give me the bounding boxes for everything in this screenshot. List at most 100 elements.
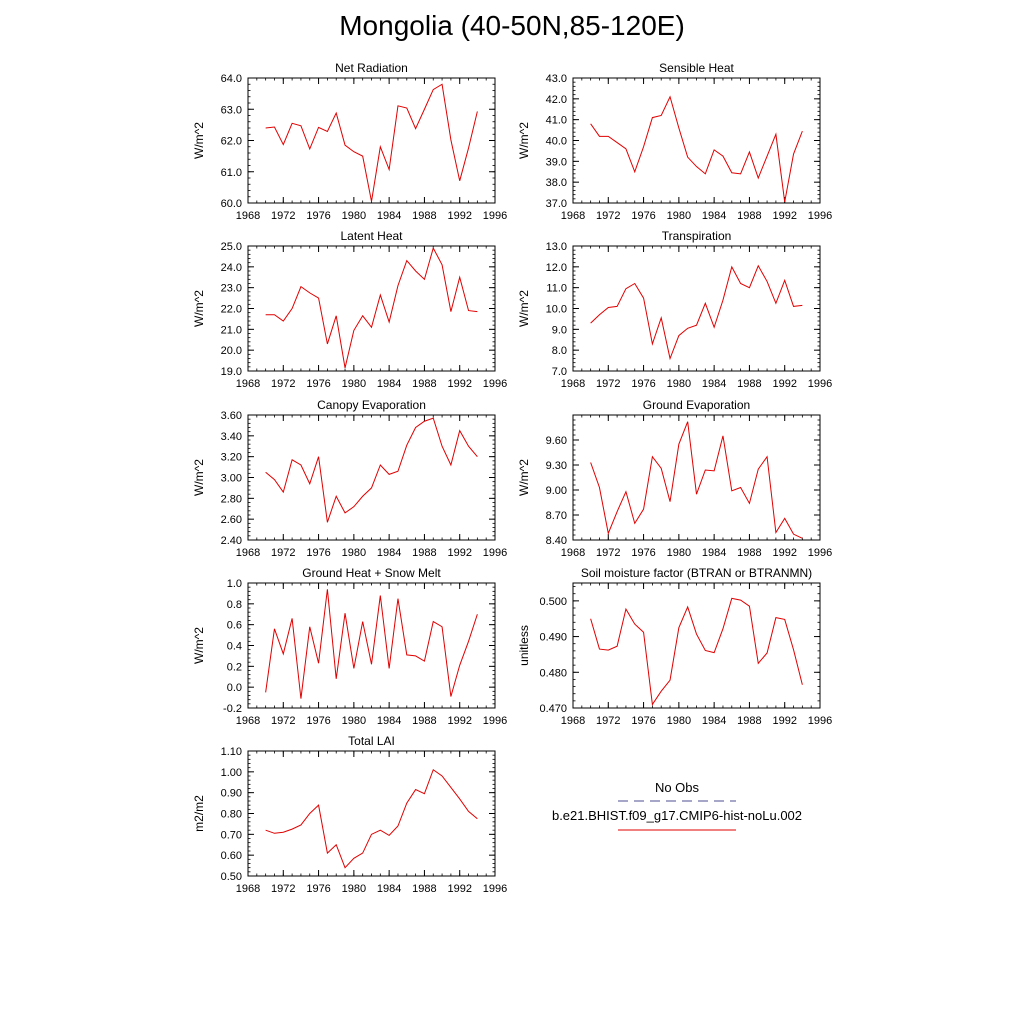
y-tick-label: 43.0	[546, 73, 567, 85]
x-tick-label: 1976	[631, 210, 655, 222]
y-tick-label: 63.0	[221, 104, 242, 116]
x-tick-label: 1980	[342, 715, 366, 727]
x-tick-label: 1968	[236, 883, 260, 895]
panel-title: Net Radiation	[335, 61, 408, 75]
series-line	[590, 95, 803, 203]
y-tick-label: 0.70	[221, 829, 242, 841]
x-tick-label: 1968	[561, 715, 585, 727]
x-tick-label: 1988	[412, 883, 436, 895]
page-title: Mongolia (40-50N,85-120E)	[339, 10, 685, 41]
y-tick-label: 20.0	[221, 345, 242, 357]
y-tick-label: 0.470	[539, 703, 567, 715]
series-line	[590, 597, 803, 706]
x-tick-label: 1988	[737, 715, 761, 727]
x-tick-label: 1992	[447, 547, 471, 559]
y-tick-label: 42.0	[546, 94, 567, 106]
x-tick-label: 1988	[737, 547, 761, 559]
x-tick-label: 1988	[412, 378, 436, 390]
x-tick-label: 1972	[271, 883, 295, 895]
y-tick-label: 62.0	[221, 136, 242, 148]
x-tick-label: 1968	[236, 378, 260, 390]
series-line	[265, 246, 478, 368]
legend: No Obs b.e21.BHIST.f09_g17.CMIP6-hist-no…	[552, 780, 802, 831]
x-tick-label: 1992	[772, 210, 796, 222]
x-tick-label: 1972	[596, 715, 620, 727]
y-tick-label: 0.500	[539, 596, 567, 608]
y-tick-label: 0.490	[539, 632, 567, 644]
x-tick-label: 1984	[377, 210, 401, 222]
x-tick-label: 1980	[342, 378, 366, 390]
y-tick-label: 0.2	[227, 661, 242, 673]
x-tick-label: 1976	[631, 378, 655, 390]
x-tick-label: 1968	[236, 547, 260, 559]
y-tick-label: 0.480	[539, 667, 567, 679]
x-tick-label: 1980	[342, 547, 366, 559]
y-tick-label: 1.10	[221, 746, 242, 758]
x-tick-label: 1980	[667, 547, 691, 559]
y-axis-label: W/m^2	[192, 627, 206, 664]
y-tick-label: 7.0	[552, 366, 567, 378]
panel-title: Latent Heat	[340, 229, 403, 243]
y-tick-label: 8.40	[546, 535, 567, 547]
x-tick-label: 1996	[808, 715, 832, 727]
y-tick-label: 37.0	[546, 198, 567, 210]
x-tick-label: 1996	[483, 715, 507, 727]
y-tick-label: 61.0	[221, 167, 242, 179]
y-axis-label: m2/m2	[192, 795, 206, 832]
panel-transpiration: 1968 1972 1976 1980 1984 1988 1992 1996 7.0 8.0 9.…	[517, 229, 832, 390]
x-tick-label: 1996	[808, 210, 832, 222]
series-line	[590, 421, 803, 539]
x-tick-label: 1972	[596, 547, 620, 559]
x-tick-label: 1988	[737, 210, 761, 222]
x-tick-label: 1988	[412, 715, 436, 727]
y-tick-label: 64.0	[221, 73, 242, 85]
y-tick-label: 9.60	[546, 435, 567, 447]
x-tick-label: 1976	[631, 547, 655, 559]
y-tick-label: 3.20	[221, 452, 242, 464]
y-tick-label: 0.80	[221, 809, 242, 821]
y-tick-label: 19.0	[221, 366, 242, 378]
y-tick-label: 0.0	[227, 682, 242, 694]
x-tick-label: 1968	[561, 547, 585, 559]
y-tick-label: 1.00	[221, 767, 242, 779]
y-tick-label: 39.0	[546, 156, 567, 168]
x-tick-label: 1972	[596, 378, 620, 390]
x-tick-label: 1992	[772, 547, 796, 559]
y-tick-label: 2.60	[221, 514, 242, 526]
x-tick-label: 1976	[306, 547, 330, 559]
x-tick-label: 1968	[561, 378, 585, 390]
x-tick-label: 1968	[561, 210, 585, 222]
y-tick-label: 25.0	[221, 241, 242, 253]
y-tick-label: 13.0	[546, 241, 567, 253]
x-tick-label: 1988	[412, 210, 436, 222]
y-tick-label: 9.00	[546, 485, 567, 497]
y-tick-label: 10.0	[546, 304, 567, 316]
y-tick-label: 23.0	[221, 283, 242, 295]
y-tick-label: 21.0	[221, 324, 242, 336]
x-tick-label: 1976	[631, 715, 655, 727]
series-line	[590, 264, 803, 361]
x-tick-label: 1984	[377, 883, 401, 895]
y-tick-label: 2.40	[221, 535, 242, 547]
x-tick-label: 1996	[483, 883, 507, 895]
y-axis-label: unitless	[517, 625, 531, 666]
x-tick-label: 1976	[306, 378, 330, 390]
x-tick-label: 1992	[772, 378, 796, 390]
y-tick-label: 40.0	[546, 136, 567, 148]
x-tick-label: 1980	[667, 715, 691, 727]
y-tick-label: 9.30	[546, 460, 567, 472]
x-tick-label: 1988	[412, 547, 436, 559]
series-line	[265, 768, 478, 869]
x-tick-label: 1980	[667, 210, 691, 222]
x-tick-label: 1996	[483, 378, 507, 390]
panel-title: Transpiration	[662, 229, 732, 243]
y-axis-label: W/m^2	[517, 290, 531, 327]
y-tick-label: 3.00	[221, 473, 242, 485]
legend-entry-obs-label: No Obs	[655, 780, 700, 795]
plot-frame	[247, 245, 496, 372]
x-tick-label: 1992	[447, 378, 471, 390]
x-tick-label: 1972	[271, 378, 295, 390]
x-tick-label: 1976	[306, 715, 330, 727]
x-tick-label: 1996	[808, 378, 832, 390]
